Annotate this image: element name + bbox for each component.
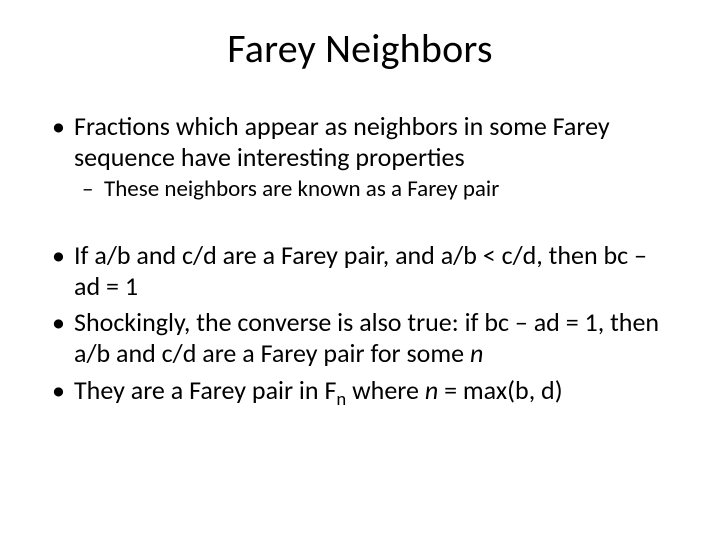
bullet-4-pre: They are a Farey pair in F (74, 374, 336, 406)
bullet-4-n: n (425, 374, 438, 406)
slide: Farey Neighbors Fractions which appear a… (0, 0, 720, 540)
bullet-4-post: = max(b, d) (438, 374, 562, 406)
bullet-4-subscript: n (336, 388, 346, 411)
bullet-4: They are a Farey pair in Fn where n = ma… (48, 375, 672, 406)
bullet-1-sub-1: These neighbors are known as a Farey pai… (74, 176, 672, 204)
bullet-3: Shockingly, the converse is also true: i… (48, 307, 672, 368)
bullet-2: If a/b and c/d are a Farey pair, and a/b… (48, 240, 672, 301)
bullet-list-2: If a/b and c/d are a Farey pair, and a/b… (48, 240, 672, 405)
slide-title: Farey Neighbors (48, 24, 672, 73)
bullet-2-text: If a/b and c/d are a Farey pair, and a/b… (74, 239, 647, 302)
bullet-3-text: Shockingly, the converse is also true: i… (74, 306, 659, 369)
bullet-4-mid: where (346, 374, 425, 406)
bullet-1-sub-1-text: These neighbors are known as a Farey pai… (104, 175, 499, 203)
bullet-1: Fractions which appear as neighbors in s… (48, 111, 672, 204)
spacer (48, 210, 672, 240)
bullet-1-sublist: These neighbors are known as a Farey pai… (74, 176, 672, 204)
bullet-list: Fractions which appear as neighbors in s… (48, 111, 672, 204)
bullet-1-text: Fractions which appear as neighbors in s… (74, 110, 610, 173)
bullet-3-n: n (470, 337, 483, 369)
